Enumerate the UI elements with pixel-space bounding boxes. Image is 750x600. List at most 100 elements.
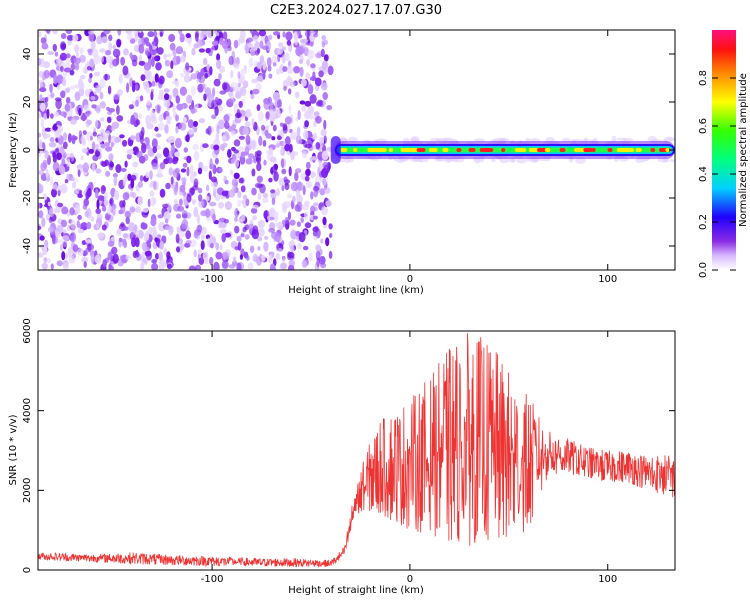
heatmap-cell [262, 70, 266, 80]
heatmap-cell [138, 54, 143, 63]
heatmap-cell [258, 227, 265, 237]
heatmap-cell [191, 199, 197, 205]
heatmap-cell [55, 98, 62, 110]
heatmap-cell [268, 254, 273, 264]
heatmap-cell [63, 67, 72, 73]
heatmap-cell [252, 225, 259, 235]
heatmap-cell [57, 202, 64, 208]
heatmap-cell [196, 224, 203, 233]
heatmap-cell [91, 141, 96, 151]
spectrogram-ticks: -100 0 100 -40 -20 0 20 40 [22, 30, 675, 285]
heatmap-cell [174, 185, 179, 192]
heatmap-cell [222, 135, 227, 143]
heatmap-cell [322, 100, 326, 106]
heatmap-cell [269, 263, 276, 270]
heatmap-cell [134, 84, 139, 91]
heatmap-cell [83, 198, 89, 207]
heatmap-cell [79, 189, 83, 195]
heatmap-cell [185, 134, 190, 143]
heatmap-cell [320, 255, 326, 263]
heatmap-cell [163, 247, 167, 256]
heatmap-cell [281, 54, 286, 64]
y-tick-label: 20 [22, 96, 33, 109]
heatmap-cell [222, 31, 228, 40]
heatmap-cell [60, 183, 68, 194]
heatmap-cell [262, 192, 269, 199]
heatmap-cell [237, 241, 242, 251]
heatmap-cell [230, 130, 236, 136]
heatmap-cell [282, 66, 288, 72]
heatmap-cell [90, 40, 96, 51]
heatmap-cell [112, 58, 119, 67]
heatmap-cell [307, 84, 314, 95]
heatmap-cell [210, 242, 214, 249]
heatmap-cell [214, 106, 219, 116]
y-tick-label: 0 [22, 147, 33, 153]
heatmap-cell [175, 95, 181, 104]
heatmap-cell [266, 215, 271, 221]
heatmap-cell [180, 168, 187, 173]
heatmap-cell [287, 264, 295, 270]
heatmap-cell [116, 115, 124, 122]
heatmap-cell [240, 233, 245, 238]
heatmap-cell [284, 216, 290, 224]
heatmap-cell [237, 71, 241, 79]
heatmap-cell [40, 102, 46, 112]
heatmap-cell [116, 228, 122, 235]
heatmap-cell [112, 253, 119, 264]
heatmap-cell [118, 74, 123, 84]
heatmap-cell [52, 233, 56, 245]
heatmap-cell [110, 126, 116, 132]
heatmap-cell [60, 43, 67, 50]
heatmap-cell [139, 95, 144, 102]
heatmap-cell [250, 139, 257, 150]
heatmap-cell [52, 151, 57, 159]
heatmap-cell [179, 72, 185, 78]
heatmap-cell [224, 201, 232, 211]
heatmap-cell [100, 55, 104, 63]
heatmap-cell [119, 200, 125, 208]
heatmap-cell [40, 37, 47, 44]
heatmap-cell [186, 155, 192, 164]
heatmap-cell [271, 136, 276, 141]
heatmap-cell [191, 185, 199, 191]
heatmap-cell [193, 150, 200, 161]
heatmap-cell [166, 263, 173, 269]
heatmap-cell [126, 148, 134, 155]
heatmap-cell [105, 146, 113, 152]
heatmap-cell [204, 87, 212, 94]
heatmap-cell [179, 55, 186, 63]
heatmap-cell [262, 140, 267, 147]
heatmap-cell [266, 57, 272, 67]
heatmap-cell [273, 163, 279, 171]
heatmap-cell [304, 100, 312, 107]
heatmap-cell [69, 69, 75, 76]
heatmap-cell [126, 153, 132, 160]
heatmap-cell [186, 193, 192, 203]
heatmap-cell [263, 241, 269, 252]
heatmap-cell [214, 194, 221, 202]
heatmap-cell [158, 114, 164, 123]
heatmap-cell [108, 42, 113, 51]
heatmap-cell [233, 149, 239, 154]
heatmap-cell [277, 135, 282, 141]
heatmap-cell [262, 45, 269, 50]
heatmap-cell [212, 182, 218, 192]
heatmap-cell [175, 114, 179, 122]
heatmap-cell [71, 181, 77, 189]
heatmap-cell [145, 172, 149, 179]
heatmap-cell [214, 157, 219, 165]
heatmap-cell [152, 226, 157, 232]
heatmap-cell [238, 100, 243, 108]
heatmap-cell [52, 30, 58, 35]
heatmap-cell [104, 73, 108, 81]
heatmap-band-peak [650, 148, 656, 152]
heatmap-cell [179, 243, 185, 251]
heatmap-cell [99, 101, 107, 109]
heatmap-cell [283, 85, 287, 91]
heatmap-cell [215, 35, 222, 41]
heatmap-cell [218, 73, 222, 81]
heatmap-cell [155, 62, 162, 71]
heatmap-cell [135, 119, 141, 126]
